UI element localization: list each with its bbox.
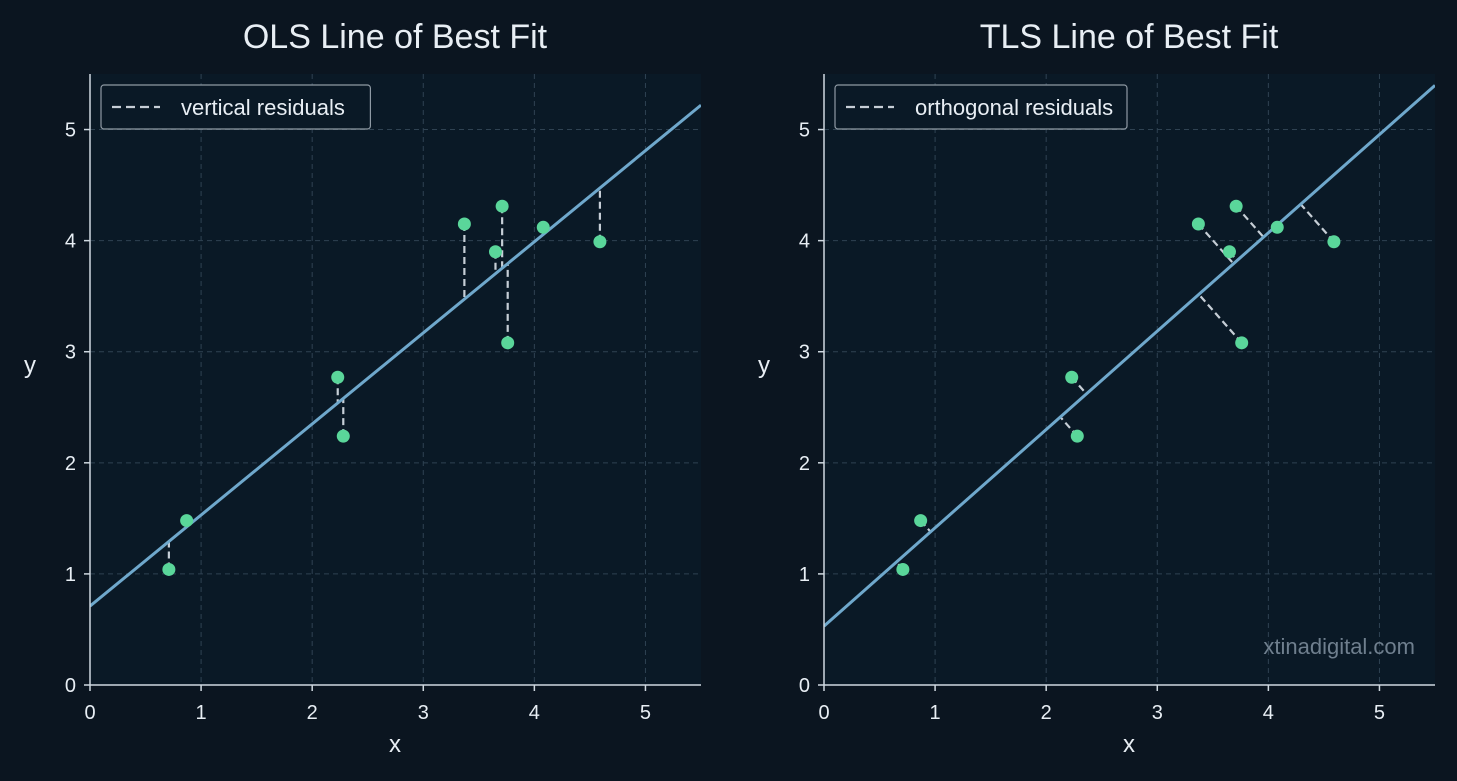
data-point xyxy=(896,562,910,576)
y-tick-label: 3 xyxy=(799,342,810,364)
y-tick-label: 5 xyxy=(65,120,76,142)
legend-box xyxy=(834,84,1128,130)
residual-line xyxy=(1299,203,1335,243)
data-point xyxy=(336,429,350,443)
residual-line xyxy=(1235,205,1265,238)
data-point xyxy=(1191,217,1205,231)
data-point xyxy=(536,220,550,234)
ols-panel: OLS Line of Best Fit x y 0 1 2 3 4 5 0 1 2 3 4 5 ver… xyxy=(24,18,701,758)
data-point xyxy=(593,235,607,249)
ols-plot-area: 0 1 2 3 4 5 0 1 2 3 4 5 vertical residuals xyxy=(65,74,701,724)
data-point xyxy=(1229,199,1243,213)
y-tick-label: 4 xyxy=(65,231,76,253)
y-tick-label: 1 xyxy=(799,564,810,586)
x-tick-label: 3 xyxy=(1152,702,1163,724)
data-point xyxy=(488,245,502,259)
tls-title: TLS Line of Best Fit xyxy=(980,18,1279,56)
x-tick-label: 5 xyxy=(640,702,651,724)
ols-x-axis-label: x xyxy=(389,731,401,758)
y-tick-label: 2 xyxy=(799,453,810,475)
plot-background xyxy=(90,74,701,685)
data-point xyxy=(914,514,928,528)
y-tick-label: 4 xyxy=(799,231,810,253)
legend: orthogonal residuals xyxy=(834,84,1128,130)
x-tick-label: 1 xyxy=(196,702,207,724)
x-tick-label: 0 xyxy=(818,702,829,724)
watermark: xtinadigital.com xyxy=(1263,634,1415,659)
ols-title: OLS Line of Best Fit xyxy=(243,18,548,56)
points-group xyxy=(896,199,1341,576)
data-point xyxy=(162,562,176,576)
tls-x-axis-label: x xyxy=(1123,731,1135,758)
y-tick-label: 1 xyxy=(65,564,76,586)
data-point xyxy=(180,514,194,528)
data-point xyxy=(495,199,509,213)
x-tick-label: 2 xyxy=(1041,702,1052,724)
x-tick-label: 0 xyxy=(84,702,95,724)
points-group xyxy=(162,199,607,576)
tls-panel: TLS Line of Best Fit x y 0 1 2 3 4 5 0 1 2 3 4 5 ort… xyxy=(758,18,1435,758)
legend-label: vertical residuals xyxy=(181,95,345,120)
y-tick-label: 0 xyxy=(65,675,76,697)
tls-plot-area: 0 1 2 3 4 5 0 1 2 3 4 5 orthogonal residuals xyxy=(799,74,1435,724)
x-tick-label: 2 xyxy=(307,702,318,724)
data-point xyxy=(1070,429,1084,443)
data-point xyxy=(1327,235,1341,249)
data-point xyxy=(1065,370,1079,384)
data-point xyxy=(331,370,345,384)
tls-y-axis-label: y xyxy=(758,352,770,379)
y-tick-label: 5 xyxy=(799,120,810,142)
data-point xyxy=(457,217,471,231)
data-point xyxy=(1235,336,1249,350)
data-point xyxy=(501,336,515,350)
x-tick-label: 5 xyxy=(1374,702,1385,724)
data-point xyxy=(1270,220,1284,234)
x-tick-label: 3 xyxy=(418,702,429,724)
y-tick-label: 2 xyxy=(65,453,76,475)
legend: vertical residuals xyxy=(100,84,371,130)
data-point xyxy=(1222,245,1236,259)
y-tick-label: 0 xyxy=(799,675,810,697)
legend-label: orthogonal residuals xyxy=(915,95,1113,120)
x-tick-label: 4 xyxy=(1263,702,1274,724)
legend-box xyxy=(100,84,371,130)
y-tick-label: 3 xyxy=(65,342,76,364)
x-tick-label: 4 xyxy=(529,702,540,724)
x-tick-label: 1 xyxy=(930,702,941,724)
fit-line xyxy=(824,84,1435,628)
ols-y-axis-label: y xyxy=(24,352,36,379)
